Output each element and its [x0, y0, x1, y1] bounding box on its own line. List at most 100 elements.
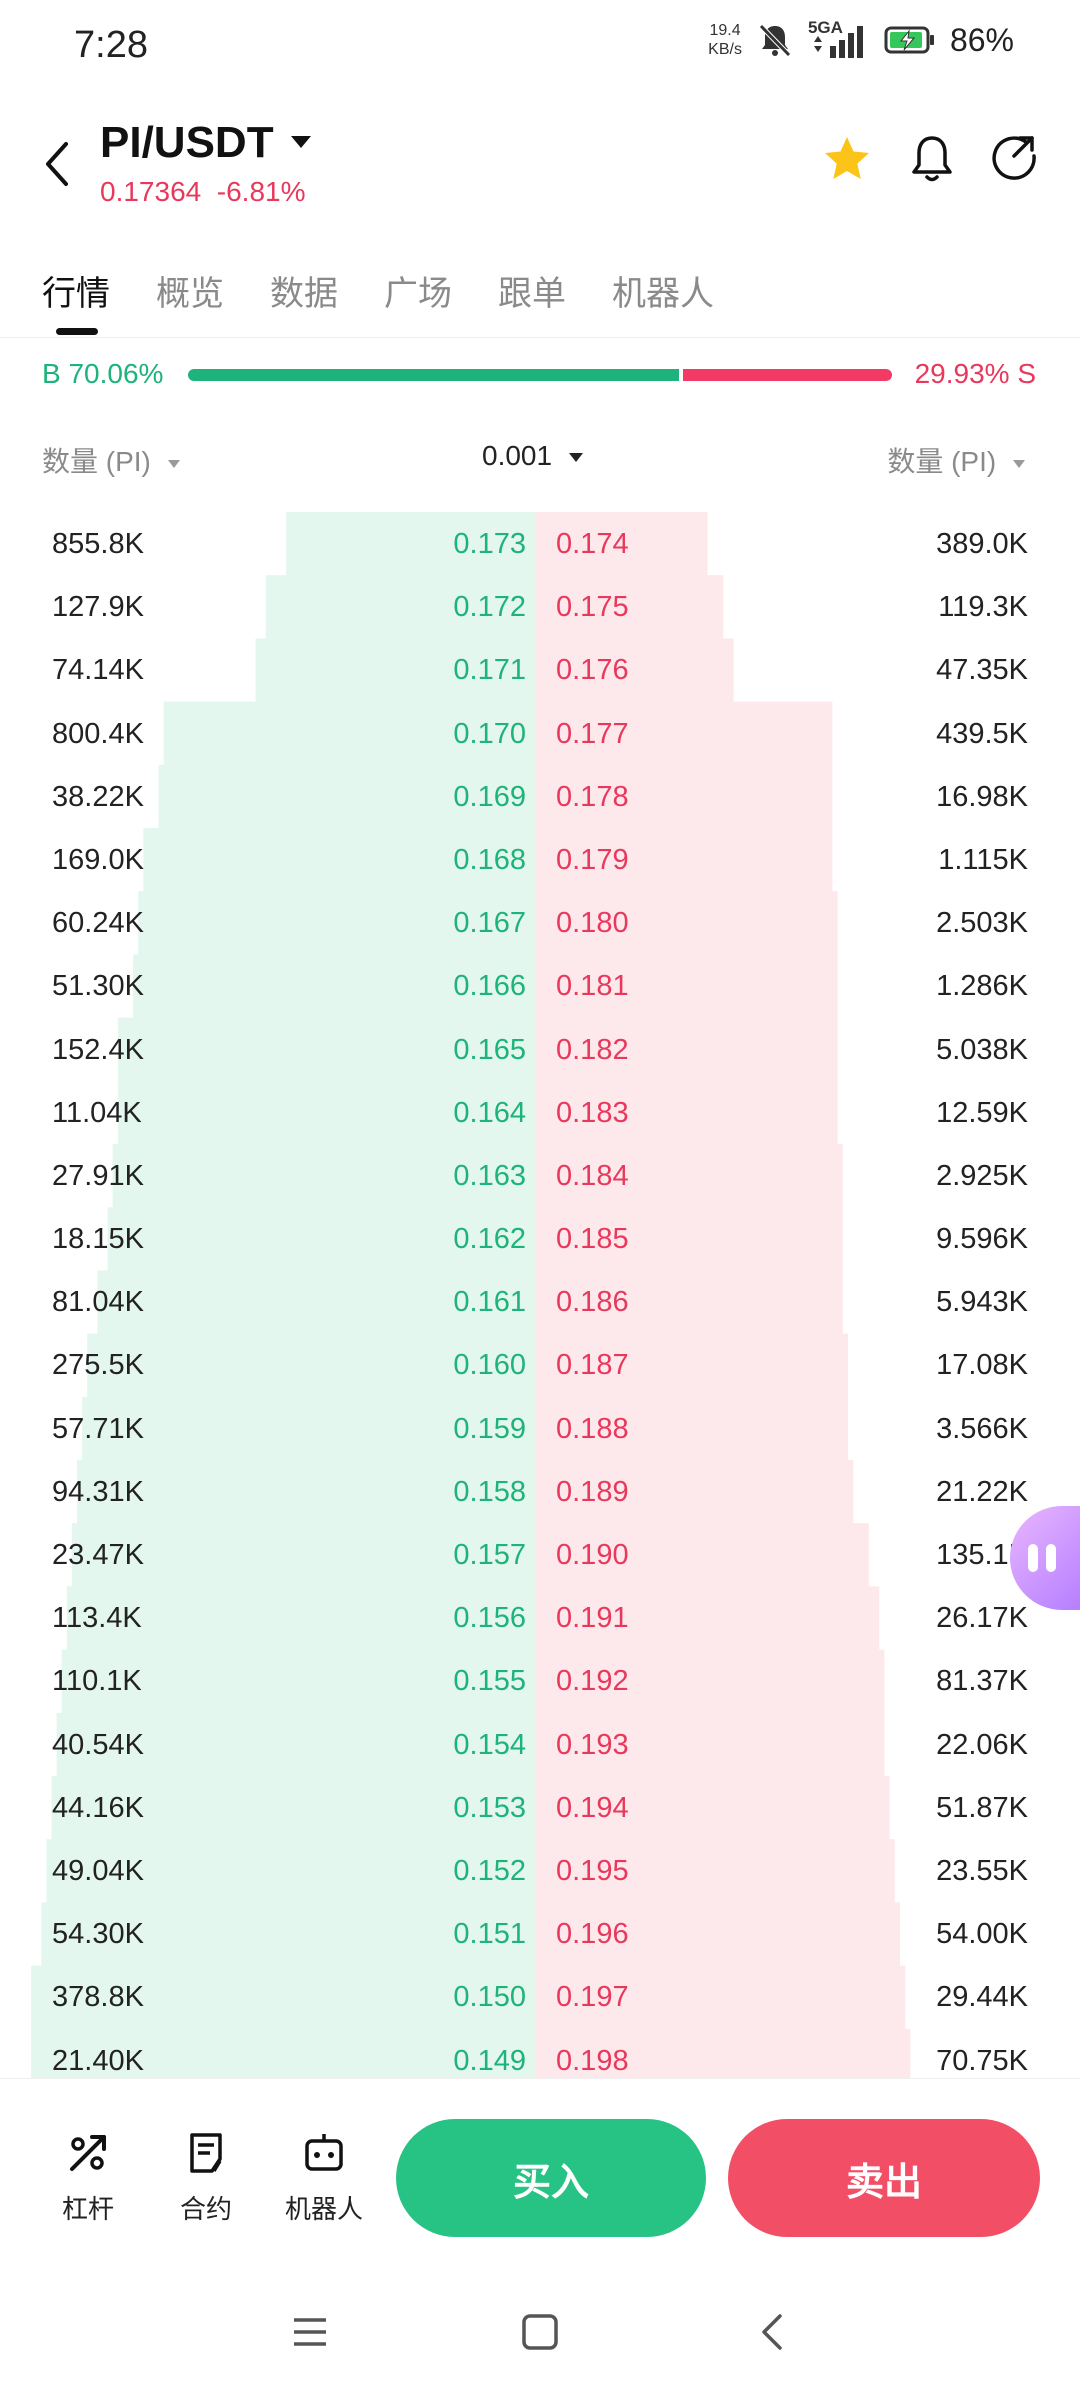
- ask-qty: 439.5K: [936, 717, 1028, 750]
- tab-market[interactable]: 行情: [42, 275, 110, 313]
- bid-price: 0.171: [453, 654, 526, 687]
- bid-depth-bar: [117, 1080, 537, 1145]
- tab-square[interactable]: 广场: [384, 275, 452, 313]
- order-book: 855.8K 0.173 0.174 389.0K 127.9K 0.172 0.175 11…: [0, 512, 1080, 2080]
- pair-selector[interactable]: PI/USDT: [100, 118, 274, 167]
- order-book-row[interactable]: 152.4K 0.165 0.182 5.038K: [0, 1018, 1080, 1081]
- order-book-row[interactable]: 44.16K 0.153 0.194 51.87K: [0, 1776, 1080, 1839]
- order-book-row[interactable]: 60.24K 0.167 0.180 2.503K: [0, 891, 1080, 954]
- bid-qty: 60.24K: [52, 907, 144, 940]
- sell-button[interactable]: 卖出: [728, 2119, 1040, 2237]
- share-icon[interactable]: [990, 134, 1040, 184]
- network-speed: 19.4 KB/s: [708, 21, 742, 59]
- order-book-row[interactable]: 275.5K 0.160 0.187 17.08K: [0, 1333, 1080, 1396]
- ask-price: 0.192: [556, 1665, 629, 1698]
- bid-depth-bar: [255, 638, 536, 703]
- back-icon[interactable]: [38, 136, 78, 192]
- tab-data[interactable]: 数据: [270, 275, 338, 313]
- order-book-row[interactable]: 57.71K 0.159 0.188 3.566K: [0, 1397, 1080, 1460]
- header: PI/USDT 0.17364 -6.81%: [0, 110, 1080, 220]
- order-book-row[interactable]: 18.15K 0.162 0.185 9.596K: [0, 1207, 1080, 1270]
- tab-robot[interactable]: 机器人: [612, 275, 714, 313]
- buy-ratio-label: B 70.06%: [42, 358, 164, 389]
- bid-depth-bar: [133, 954, 536, 1019]
- bid-depth-bar: [51, 1776, 536, 1840]
- robot-button[interactable]: 机器人: [274, 2131, 374, 2226]
- ask-depth-bar: [536, 1523, 869, 1587]
- ask-depth-bar: [536, 1460, 854, 1524]
- order-book-row[interactable]: 127.9K 0.172 0.175 119.3K: [0, 575, 1080, 638]
- precision-select[interactable]: 0.001: [482, 440, 584, 472]
- bid-price: 0.170: [453, 717, 526, 750]
- battery-level: 86%: [949, 21, 1014, 58]
- order-book-header: 数量 (PI) 0.001 数量 (PI): [0, 436, 1080, 486]
- bid-qty: 81.04K: [52, 1286, 144, 1319]
- order-book-row[interactable]: 81.04K 0.161 0.186 5.943K: [0, 1270, 1080, 1333]
- bid-depth-bar: [41, 1902, 537, 1967]
- bell-icon[interactable]: [908, 134, 956, 184]
- bid-price: 0.159: [453, 1412, 526, 1445]
- tab-copy-trading[interactable]: 跟单: [498, 275, 566, 313]
- bid-depth-bar: [97, 1270, 537, 1335]
- order-book-row[interactable]: 51.30K 0.166 0.181 1.286K: [0, 954, 1080, 1017]
- favorite-star-icon[interactable]: [822, 134, 872, 184]
- order-book-row[interactable]: 23.47K 0.157 0.190 135.1K: [0, 1523, 1080, 1586]
- status-time: 7:28: [74, 24, 148, 66]
- caret-down-icon[interactable]: [290, 134, 312, 150]
- ask-qty: 29.44K: [936, 1981, 1028, 2014]
- battery-icon: [884, 26, 934, 54]
- bid-quantity-header[interactable]: 数量 (PI): [42, 440, 181, 480]
- bid-qty: 21.40K: [52, 2044, 144, 2077]
- contract-button[interactable]: 合约: [156, 2131, 256, 2226]
- menu-icon[interactable]: [290, 2312, 330, 2352]
- ask-price: 0.191: [556, 1602, 629, 1635]
- bid-price: 0.173: [453, 528, 526, 560]
- order-book-row[interactable]: 38.22K 0.169 0.178 16.98K: [0, 765, 1080, 828]
- order-book-row[interactable]: 800.4K 0.170 0.177 439.5K: [0, 702, 1080, 765]
- tab-overview[interactable]: 概览: [156, 275, 224, 313]
- order-book-row[interactable]: 378.8K 0.150 0.197 29.44K: [0, 1965, 1080, 2028]
- home-icon[interactable]: [520, 2312, 560, 2352]
- order-book-row[interactable]: 11.04K 0.164 0.183 12.59K: [0, 1081, 1080, 1144]
- leverage-button[interactable]: 杠杆: [38, 2131, 138, 2226]
- bid-depth-bar: [143, 828, 537, 892]
- ask-price: 0.184: [556, 1159, 629, 1192]
- order-book-row[interactable]: 40.54K 0.154 0.193 22.06K: [0, 1713, 1080, 1776]
- bid-depth-bar: [87, 1333, 536, 1398]
- bid-qty: 110.1K: [52, 1665, 142, 1698]
- ask-qty: 119.3K: [938, 591, 1028, 624]
- bid-depth-bar: [82, 1396, 536, 1461]
- ask-qty: 3.566K: [936, 1412, 1028, 1445]
- bid-price: 0.157: [453, 1539, 526, 1571]
- ask-depth-bar: [536, 1776, 890, 1840]
- ask-price: 0.187: [556, 1349, 629, 1382]
- bid-price: 0.162: [453, 1223, 526, 1256]
- bid-price: 0.151: [453, 1918, 526, 1951]
- bid-qty: 27.91K: [52, 1159, 144, 1192]
- tab-bar: 行情 概览 数据 广场 跟单 机器人: [0, 258, 1080, 338]
- ask-qty: 17.08K: [936, 1349, 1028, 1382]
- ask-quantity-header[interactable]: 数量 (PI): [887, 440, 1026, 480]
- bid-qty: 18.15K: [52, 1223, 144, 1256]
- order-book-row[interactable]: 74.14K 0.171 0.176 47.35K: [0, 638, 1080, 701]
- bid-qty: 152.4K: [52, 1033, 144, 1066]
- order-book-row[interactable]: 113.4K 0.156 0.191 26.17K: [0, 1586, 1080, 1649]
- order-book-row[interactable]: 54.30K 0.151 0.196 54.00K: [0, 1902, 1080, 1965]
- order-book-row[interactable]: 110.1K 0.155 0.192 81.37K: [0, 1649, 1080, 1712]
- order-book-row[interactable]: 169.0K 0.168 0.179 1.115K: [0, 828, 1080, 891]
- ask-depth-bar: [536, 954, 838, 1019]
- order-book-row[interactable]: 49.04K 0.152 0.195 23.55K: [0, 1839, 1080, 1902]
- order-book-row[interactable]: 94.31K 0.158 0.189 21.22K: [0, 1460, 1080, 1523]
- ask-depth-bar: [536, 891, 838, 955]
- buy-button[interactable]: 买入: [396, 2119, 706, 2237]
- order-book-row[interactable]: 27.91K 0.163 0.184 2.925K: [0, 1144, 1080, 1207]
- ask-qty: 47.35K: [936, 654, 1028, 687]
- order-book-row[interactable]: 21.40K 0.149 0.198 70.75K: [0, 2029, 1080, 2081]
- ask-depth-bar: [536, 1017, 838, 1082]
- order-book-row[interactable]: 855.8K 0.173 0.174 389.0K: [0, 512, 1080, 575]
- ask-qty: 16.98K: [936, 780, 1028, 813]
- nav-back-icon[interactable]: [752, 2312, 792, 2352]
- ask-qty: 1.115K: [938, 843, 1028, 876]
- ask-price: 0.185: [556, 1223, 629, 1256]
- bid-price: 0.155: [453, 1665, 526, 1698]
